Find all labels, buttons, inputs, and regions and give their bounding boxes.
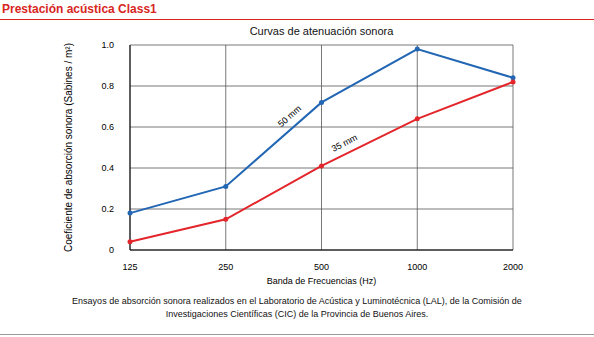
svg-text:500: 500 (314, 262, 329, 272)
html-text:Ensayos de absorción sonora re: Ensayos de absorción sonora realizados e… (72, 296, 522, 319)
svg-text:1.0: 1.0 (101, 40, 114, 50)
svg-text:0: 0 (109, 245, 114, 255)
svg-text:0.8: 0.8 (101, 81, 114, 91)
svg-text:50 mm: 50 mm (276, 103, 303, 129)
svg-text:Coeficiente de absorción sonor: Coeficiente de absorción sonora (Sabines… (63, 43, 74, 252)
svg-text:1000: 1000 (407, 262, 427, 272)
svg-text:0.6: 0.6 (101, 122, 114, 132)
svg-text:35 mm: 35 mm (330, 132, 359, 153)
svg-text:0.2: 0.2 (101, 204, 114, 214)
html-text:Curvas de atenuación sonora: Curvas de atenuación sonora (249, 25, 394, 37)
svg-text:250: 250 (218, 262, 233, 272)
svg-text:Banda de Frecuencias (Hz): Banda de Frecuencias (Hz) (267, 276, 377, 286)
svg-text:125: 125 (122, 262, 137, 272)
svg-text:0.4: 0.4 (101, 163, 114, 173)
html-text:Prestación acústica Class1: Prestación acústica Class1 (2, 2, 157, 16)
svg-text:2000: 2000 (503, 262, 523, 272)
